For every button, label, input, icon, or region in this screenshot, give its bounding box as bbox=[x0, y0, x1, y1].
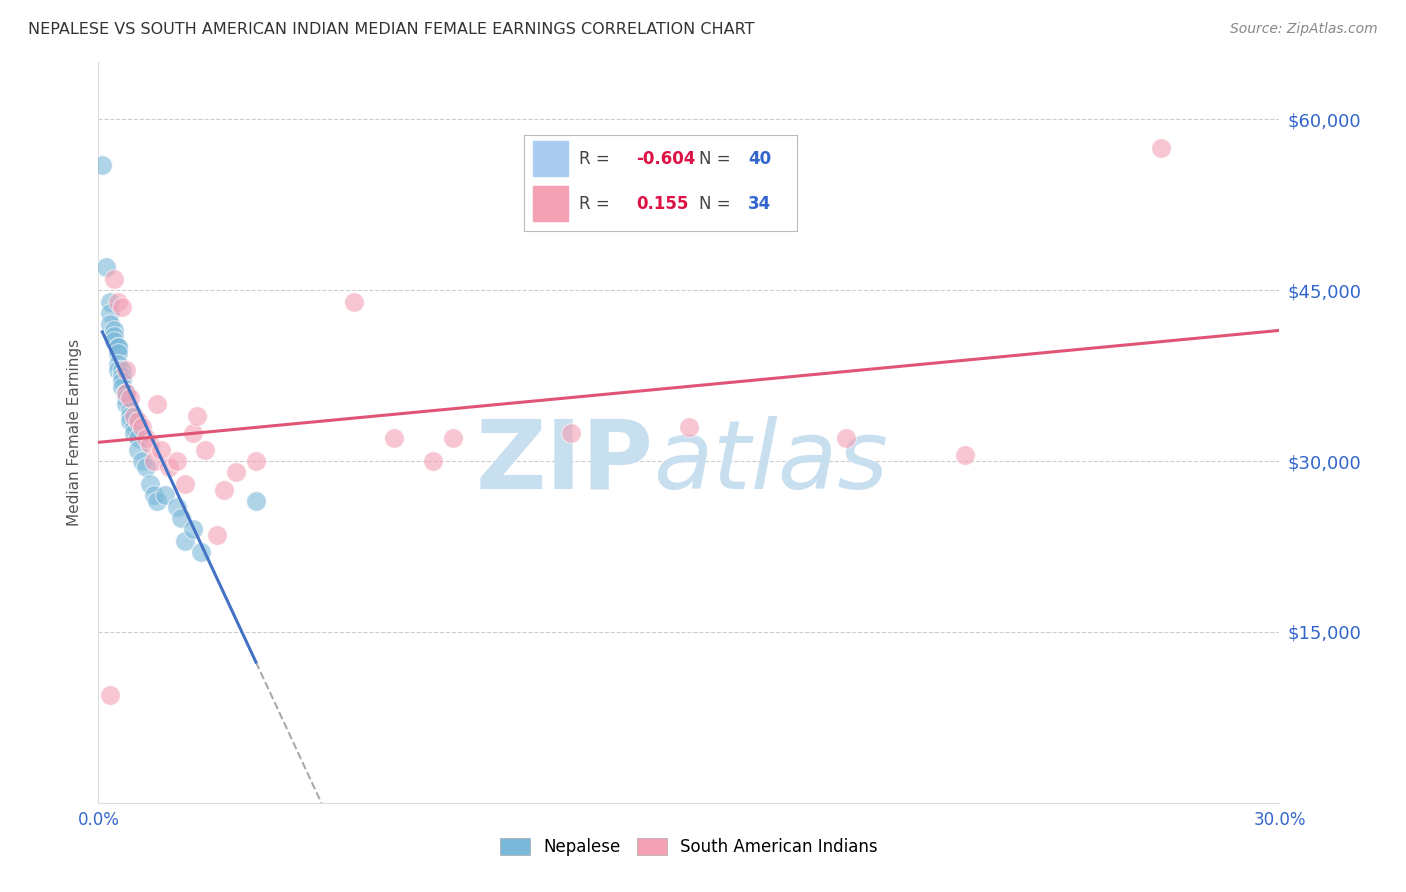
Point bbox=[115, 397, 138, 411]
Point bbox=[170, 511, 193, 525]
Text: N =: N = bbox=[699, 194, 735, 213]
Point bbox=[142, 488, 165, 502]
Point bbox=[103, 272, 125, 286]
Point bbox=[245, 494, 267, 508]
Point bbox=[245, 454, 267, 468]
Point bbox=[181, 523, 204, 537]
Point bbox=[225, 466, 247, 480]
Point bbox=[135, 459, 157, 474]
Text: ZIP: ZIP bbox=[475, 416, 654, 508]
Point bbox=[186, 409, 208, 423]
Text: NEPALESE VS SOUTH AMERICAN INDIAN MEDIAN FEMALE EARNINGS CORRELATION CHART: NEPALESE VS SOUTH AMERICAN INDIAN MEDIAN… bbox=[28, 22, 755, 37]
Point bbox=[150, 442, 173, 457]
Point bbox=[166, 500, 188, 514]
Point bbox=[127, 414, 149, 428]
Point bbox=[166, 454, 188, 468]
Point bbox=[111, 368, 134, 383]
Point bbox=[194, 442, 217, 457]
Point bbox=[103, 328, 125, 343]
Point bbox=[115, 392, 138, 406]
Point bbox=[96, 260, 118, 275]
Point bbox=[131, 454, 153, 468]
Point bbox=[127, 442, 149, 457]
Point bbox=[155, 488, 177, 502]
Point bbox=[138, 437, 160, 451]
Legend: Nepalese, South American Indians: Nepalese, South American Indians bbox=[495, 833, 883, 861]
Point bbox=[115, 385, 138, 400]
Point bbox=[98, 688, 121, 702]
Point bbox=[214, 483, 236, 497]
Text: R =: R = bbox=[579, 150, 614, 168]
Point bbox=[118, 414, 141, 428]
Point bbox=[138, 476, 160, 491]
Text: 34: 34 bbox=[748, 194, 770, 213]
Point bbox=[181, 425, 204, 440]
Point bbox=[382, 431, 405, 445]
Point bbox=[190, 545, 212, 559]
Point bbox=[127, 431, 149, 445]
Point bbox=[115, 385, 138, 400]
Point bbox=[103, 334, 125, 349]
Point bbox=[107, 363, 129, 377]
Point bbox=[111, 380, 134, 394]
Text: -0.604: -0.604 bbox=[636, 150, 696, 168]
Point bbox=[115, 363, 138, 377]
Point bbox=[441, 431, 464, 445]
Point bbox=[107, 340, 129, 354]
Point bbox=[91, 158, 114, 172]
Point bbox=[135, 431, 157, 445]
Point bbox=[118, 392, 141, 406]
Point bbox=[98, 318, 121, 332]
Point bbox=[1150, 141, 1173, 155]
Point bbox=[835, 431, 858, 445]
Point bbox=[103, 323, 125, 337]
Text: atlas: atlas bbox=[654, 416, 889, 508]
Point bbox=[953, 449, 976, 463]
Point bbox=[146, 494, 169, 508]
Point bbox=[98, 294, 121, 309]
Text: Source: ZipAtlas.com: Source: ZipAtlas.com bbox=[1230, 22, 1378, 37]
Point bbox=[422, 454, 444, 468]
Point bbox=[122, 409, 145, 423]
Point bbox=[122, 420, 145, 434]
Point bbox=[111, 363, 134, 377]
Point bbox=[111, 375, 134, 389]
Point bbox=[107, 294, 129, 309]
Point bbox=[107, 357, 129, 371]
Text: 40: 40 bbox=[748, 150, 770, 168]
Point bbox=[560, 425, 582, 440]
Text: 0.155: 0.155 bbox=[636, 194, 689, 213]
Point bbox=[115, 385, 138, 400]
Point bbox=[131, 420, 153, 434]
Point bbox=[111, 301, 134, 315]
Point bbox=[107, 346, 129, 360]
Point bbox=[122, 425, 145, 440]
Point bbox=[678, 420, 700, 434]
FancyBboxPatch shape bbox=[533, 141, 568, 176]
Point bbox=[146, 397, 169, 411]
Y-axis label: Median Female Earnings: Median Female Earnings bbox=[67, 339, 83, 526]
Point bbox=[343, 294, 366, 309]
Text: N =: N = bbox=[699, 150, 735, 168]
Text: R =: R = bbox=[579, 194, 614, 213]
Point bbox=[205, 528, 228, 542]
Point bbox=[98, 306, 121, 320]
Point bbox=[118, 409, 141, 423]
Point bbox=[174, 533, 197, 548]
Point bbox=[174, 476, 197, 491]
FancyBboxPatch shape bbox=[533, 186, 568, 221]
Point bbox=[107, 340, 129, 354]
Point bbox=[157, 459, 180, 474]
Point bbox=[142, 454, 165, 468]
Point bbox=[118, 402, 141, 417]
